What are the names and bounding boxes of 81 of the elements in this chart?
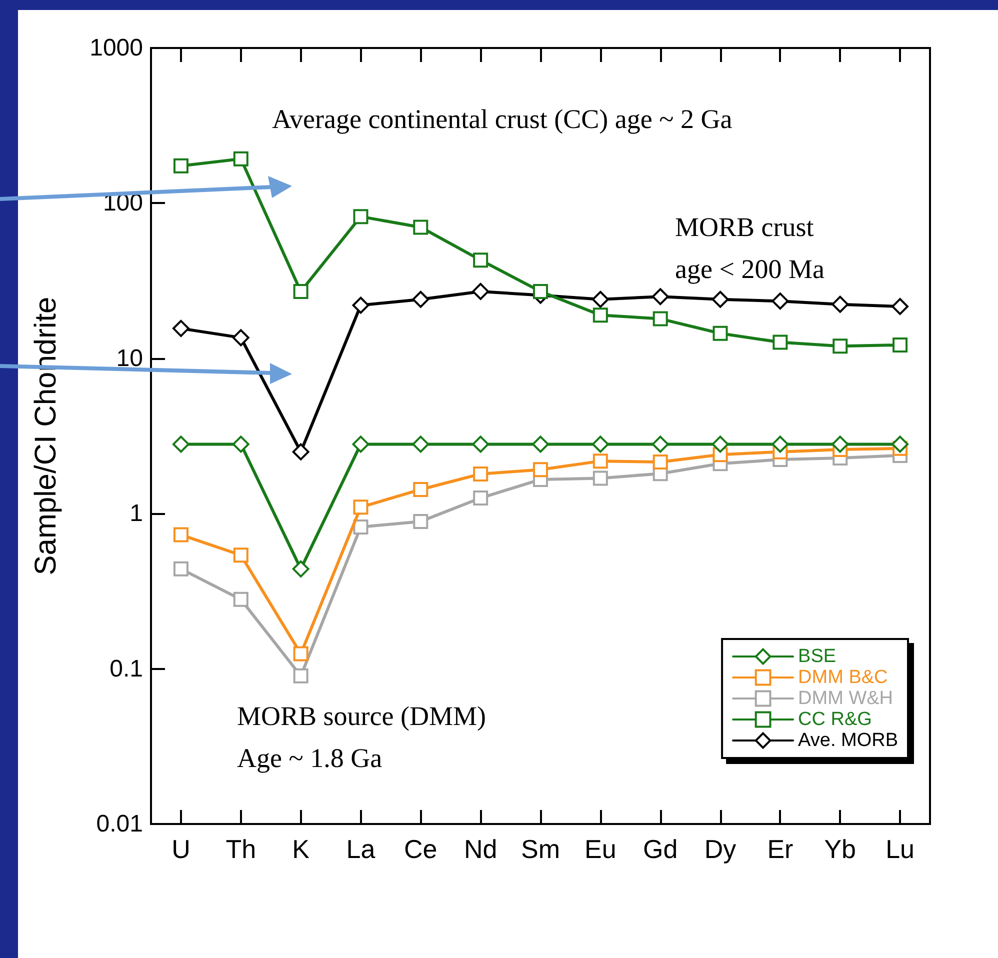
point bbox=[532, 436, 549, 453]
point bbox=[712, 436, 729, 453]
point bbox=[412, 290, 430, 308]
point bbox=[892, 436, 909, 453]
legend-label: DMM W&H bbox=[798, 688, 894, 709]
point bbox=[413, 482, 428, 497]
point bbox=[712, 290, 729, 308]
x-tick-label: Sm bbox=[521, 834, 560, 864]
y-tick-label: 0.01 bbox=[96, 810, 143, 838]
point bbox=[832, 338, 848, 354]
point bbox=[652, 436, 669, 453]
point bbox=[353, 209, 368, 224]
point bbox=[412, 436, 430, 453]
legend-label: BSE bbox=[798, 646, 836, 667]
annotation: Average continental crust (CC) age ~ 2 Ga bbox=[272, 104, 732, 134]
x-tick-label: Lu bbox=[886, 834, 914, 864]
point bbox=[233, 151, 248, 166]
x-tick-label: Th bbox=[226, 834, 256, 864]
point bbox=[292, 560, 310, 578]
point bbox=[592, 470, 608, 486]
x-tick-label: Dy bbox=[704, 834, 736, 864]
y-tick-label: 1 bbox=[130, 500, 143, 528]
point bbox=[293, 284, 308, 299]
y-tick-label: 10 bbox=[116, 344, 143, 372]
point bbox=[472, 436, 490, 453]
y-axis-title: Sample/CI Chondrite bbox=[30, 296, 62, 576]
point bbox=[472, 282, 490, 300]
point bbox=[352, 436, 370, 453]
point bbox=[473, 252, 488, 268]
x-tick-label: Eu bbox=[584, 834, 616, 864]
legend-label: DMM B&C bbox=[798, 667, 888, 688]
point bbox=[772, 436, 789, 453]
point bbox=[832, 296, 849, 313]
point bbox=[652, 454, 668, 470]
x-tick-label: Er bbox=[767, 834, 794, 864]
point bbox=[592, 436, 609, 453]
point bbox=[533, 284, 548, 299]
point bbox=[533, 462, 548, 478]
point bbox=[892, 298, 909, 315]
point bbox=[353, 500, 368, 515]
point bbox=[473, 490, 488, 506]
point bbox=[173, 561, 188, 576]
point bbox=[892, 337, 908, 352]
point bbox=[712, 326, 728, 341]
annotation: MORB crust age < 200 Ma bbox=[675, 212, 824, 284]
x-tick-label: K bbox=[292, 834, 310, 864]
x-tick-label: La bbox=[346, 834, 376, 864]
point bbox=[233, 548, 248, 563]
point bbox=[352, 296, 370, 314]
point bbox=[772, 292, 789, 310]
x-tick-label: Nd bbox=[464, 834, 498, 864]
point bbox=[652, 311, 668, 326]
x-tick-label: U bbox=[172, 834, 190, 864]
point bbox=[232, 329, 250, 346]
point bbox=[592, 290, 609, 308]
point bbox=[292, 443, 310, 460]
legend-label: Ave. MORB bbox=[798, 730, 898, 751]
point bbox=[353, 519, 368, 534]
point bbox=[233, 592, 248, 607]
point bbox=[413, 514, 428, 529]
point bbox=[293, 668, 308, 684]
point bbox=[652, 288, 669, 306]
point bbox=[173, 527, 188, 542]
point bbox=[473, 466, 488, 482]
x-tick-label: Yb bbox=[824, 834, 856, 864]
point bbox=[172, 436, 190, 453]
point bbox=[592, 454, 608, 469]
point bbox=[413, 220, 428, 235]
point bbox=[832, 436, 849, 453]
point bbox=[173, 158, 188, 174]
x-tick-label: Gd bbox=[643, 834, 678, 864]
annotation: MORB source (DMM) Age ~ 1.8 Ga bbox=[237, 701, 486, 773]
legend-label: CC R&G bbox=[798, 709, 872, 730]
point bbox=[172, 320, 190, 337]
point bbox=[772, 334, 788, 350]
y-tick-label: 1000 bbox=[90, 34, 143, 62]
x-tick-label: Ce bbox=[404, 834, 438, 864]
point bbox=[232, 436, 250, 453]
point bbox=[592, 308, 608, 323]
point bbox=[293, 646, 308, 662]
y-tick-label: 0.1 bbox=[110, 655, 143, 682]
